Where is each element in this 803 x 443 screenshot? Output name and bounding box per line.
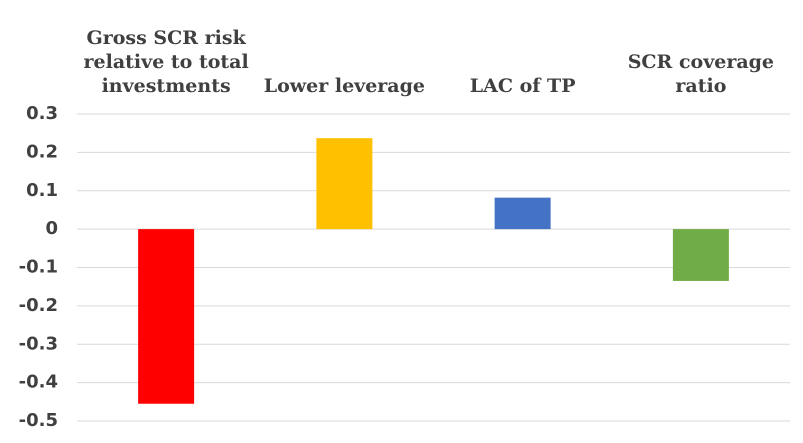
y-tick-label: 0.3 [26,103,58,124]
category-label: Lower leverage [263,75,425,97]
bar [494,197,551,230]
bar [316,138,373,230]
y-tick-label: -0.4 [19,372,58,393]
y-tick-label: -0.1 [19,257,58,278]
category-label: SCR coverage ratio [627,51,775,97]
bar [672,229,729,281]
bar [138,229,195,404]
y-tick-label: -0.5 [19,410,58,431]
y-tick-label: 0 [45,218,58,239]
y-tick-label: -0.2 [19,295,58,316]
category-label: LAC of TP [469,75,576,97]
category-label: Gross SCR risk relative to total investm… [83,27,249,97]
y-tick-label: 0.1 [26,180,58,201]
y-tick-label: 0.2 [26,141,58,162]
y-tick-label: -0.3 [19,333,58,354]
